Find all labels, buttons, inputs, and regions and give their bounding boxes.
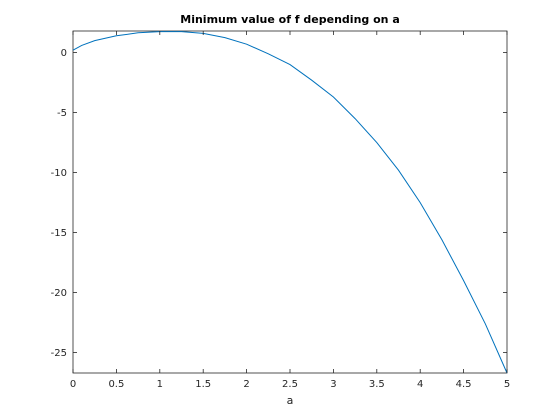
x-tick-label: 1 bbox=[157, 379, 163, 390]
series-line bbox=[72, 31, 508, 374]
y-tick-label: 0 bbox=[61, 48, 67, 59]
x-tick-label: 3 bbox=[330, 379, 336, 390]
y-tick-label: -20 bbox=[51, 288, 67, 299]
chart-title: Minimum value of f depending on a bbox=[180, 13, 400, 26]
y-axis: 0 -5 -10 -15 -20 -25 bbox=[51, 48, 507, 359]
x-tick-label: 5 bbox=[504, 379, 510, 390]
y-tick-label: -10 bbox=[51, 168, 67, 179]
y-tick-label: -5 bbox=[57, 108, 67, 119]
x-tick-label: 1.5 bbox=[195, 379, 211, 390]
x-axis-label: a bbox=[287, 394, 294, 407]
x-tick-label: 4 bbox=[417, 379, 423, 390]
x-tick-label: 3.5 bbox=[369, 379, 385, 390]
x-tick-label: 0.5 bbox=[108, 379, 124, 390]
x-axis: 0 0.5 1 1.5 2 2.5 3 3.5 4 4.5 5 bbox=[70, 31, 510, 390]
y-tick-label: -25 bbox=[51, 348, 67, 359]
plot-area bbox=[72, 30, 508, 374]
x-tick-label: 4.5 bbox=[456, 379, 472, 390]
y-tick-label: -15 bbox=[51, 228, 67, 239]
x-tick-label: 0 bbox=[70, 379, 76, 390]
axes-box bbox=[72, 30, 508, 374]
x-tick-label: 2.5 bbox=[282, 379, 298, 390]
x-tick-label: 2 bbox=[243, 379, 249, 390]
